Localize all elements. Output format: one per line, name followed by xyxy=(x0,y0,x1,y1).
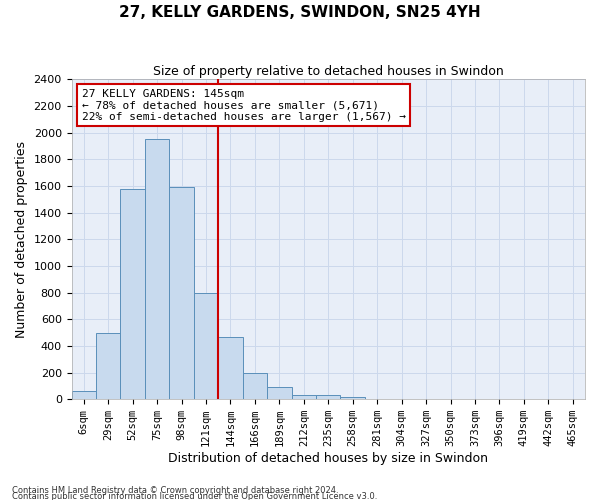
Bar xyxy=(218,336,242,399)
Bar xyxy=(267,387,292,399)
Bar xyxy=(242,373,267,399)
Text: Contains public sector information licensed under the Open Government Licence v3: Contains public sector information licen… xyxy=(12,492,377,500)
Bar xyxy=(169,187,194,399)
Bar xyxy=(121,188,145,399)
Bar xyxy=(194,292,218,399)
Bar xyxy=(96,332,121,399)
Bar xyxy=(340,396,365,399)
Text: 27, KELLY GARDENS, SWINDON, SN25 4YH: 27, KELLY GARDENS, SWINDON, SN25 4YH xyxy=(119,5,481,20)
X-axis label: Distribution of detached houses by size in Swindon: Distribution of detached houses by size … xyxy=(168,452,488,465)
Bar xyxy=(145,139,169,399)
Text: Contains HM Land Registry data © Crown copyright and database right 2024.: Contains HM Land Registry data © Crown c… xyxy=(12,486,338,495)
Bar xyxy=(71,391,96,399)
Bar xyxy=(316,395,340,399)
Text: 27 KELLY GARDENS: 145sqm
← 78% of detached houses are smaller (5,671)
22% of sem: 27 KELLY GARDENS: 145sqm ← 78% of detach… xyxy=(82,89,406,122)
Y-axis label: Number of detached properties: Number of detached properties xyxy=(15,140,28,338)
Bar xyxy=(292,394,316,399)
Title: Size of property relative to detached houses in Swindon: Size of property relative to detached ho… xyxy=(153,65,503,78)
